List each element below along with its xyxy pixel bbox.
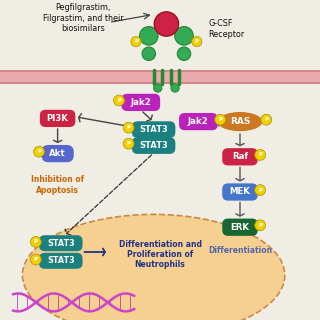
Text: P: P — [195, 39, 199, 44]
Bar — [0, 82, 320, 84]
Text: P: P — [34, 239, 38, 244]
Circle shape — [114, 95, 124, 106]
Ellipse shape — [218, 112, 262, 131]
Circle shape — [255, 220, 266, 231]
Text: MEK: MEK — [229, 188, 251, 196]
Text: STAT3: STAT3 — [47, 239, 75, 248]
Text: Jak2: Jak2 — [188, 117, 209, 126]
Circle shape — [154, 84, 162, 92]
Circle shape — [261, 114, 272, 125]
FancyBboxPatch shape — [122, 94, 160, 111]
Circle shape — [154, 12, 179, 36]
Circle shape — [123, 138, 134, 149]
FancyBboxPatch shape — [39, 253, 83, 269]
Text: P: P — [218, 117, 222, 122]
FancyBboxPatch shape — [40, 110, 76, 127]
Circle shape — [131, 36, 141, 47]
Text: Differentiation: Differentiation — [208, 246, 272, 255]
Text: P: P — [127, 141, 131, 146]
Ellipse shape — [22, 214, 285, 320]
Text: G-CSF
Receptor: G-CSF Receptor — [208, 19, 244, 38]
Bar — [0, 70, 320, 84]
FancyBboxPatch shape — [39, 235, 83, 251]
Text: Differentiation and
Proliferation of
Neutrophils: Differentiation and Proliferation of Neu… — [118, 239, 202, 269]
FancyBboxPatch shape — [42, 145, 74, 162]
Bar — [0, 70, 320, 72]
Circle shape — [255, 149, 266, 160]
Circle shape — [171, 84, 179, 92]
FancyBboxPatch shape — [179, 113, 218, 130]
Text: STAT3: STAT3 — [47, 256, 75, 265]
FancyBboxPatch shape — [222, 148, 258, 165]
Ellipse shape — [142, 47, 156, 60]
Text: RAS: RAS — [230, 117, 250, 126]
FancyBboxPatch shape — [132, 121, 175, 138]
Text: Pegfilgrastim,
Filgrastim, and their
biosimilars: Pegfilgrastim, Filgrastim, and their bio… — [43, 3, 124, 33]
Text: P: P — [264, 117, 268, 122]
Text: Jak2: Jak2 — [131, 98, 151, 107]
Text: P: P — [37, 149, 41, 154]
Text: PI3K: PI3K — [47, 114, 68, 123]
Text: Akt: Akt — [49, 149, 66, 158]
FancyBboxPatch shape — [222, 219, 258, 236]
Circle shape — [255, 185, 266, 196]
Text: P: P — [258, 223, 262, 228]
Circle shape — [34, 146, 44, 157]
Ellipse shape — [175, 27, 193, 45]
Text: P: P — [117, 98, 121, 103]
Text: Raf: Raf — [232, 152, 248, 161]
Circle shape — [30, 236, 41, 247]
Text: STAT3: STAT3 — [139, 141, 168, 150]
Text: STAT3: STAT3 — [139, 125, 168, 134]
Circle shape — [215, 114, 226, 125]
FancyBboxPatch shape — [222, 183, 258, 201]
Ellipse shape — [140, 27, 158, 45]
Text: P: P — [258, 188, 262, 193]
Circle shape — [192, 36, 202, 47]
Text: ERK: ERK — [230, 223, 250, 232]
Text: P: P — [134, 39, 138, 44]
Circle shape — [30, 254, 41, 265]
Text: P: P — [258, 152, 262, 157]
FancyBboxPatch shape — [132, 137, 175, 154]
Circle shape — [123, 122, 134, 133]
Ellipse shape — [177, 47, 191, 60]
Text: P: P — [127, 125, 131, 130]
Text: Inhibition of
Apoptosis: Inhibition of Apoptosis — [31, 175, 84, 195]
Text: P: P — [34, 257, 38, 262]
